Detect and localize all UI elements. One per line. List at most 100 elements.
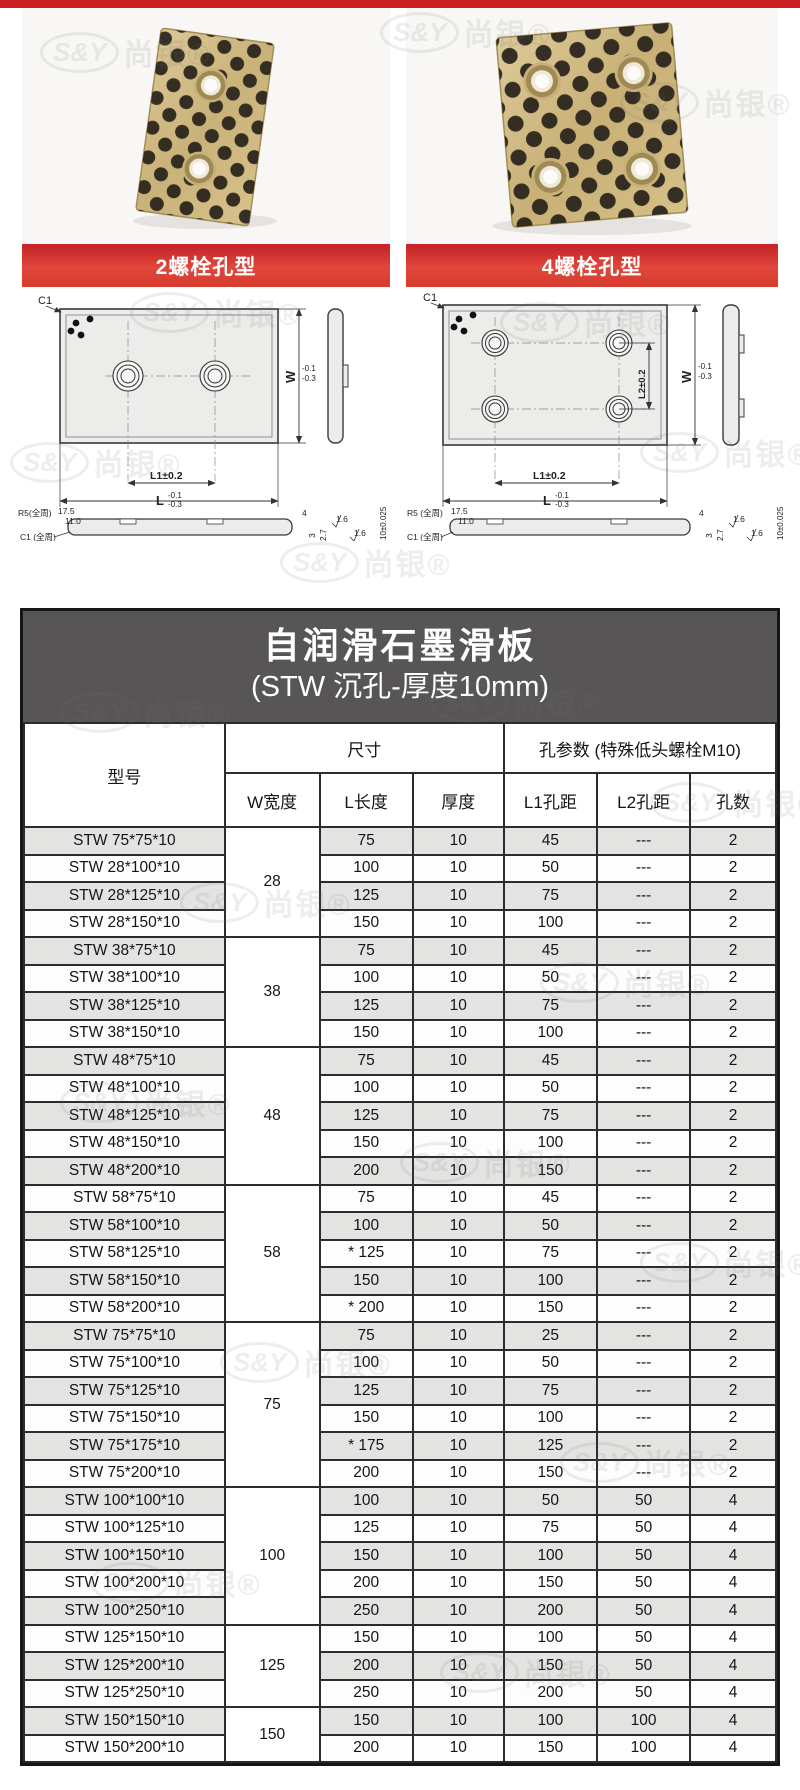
l-cell: 250 xyxy=(318,1678,414,1708)
w-cell: 100 xyxy=(223,1486,321,1626)
c1-full-label: C1 (全周) xyxy=(407,532,443,541)
t-cell: 10 xyxy=(411,1293,505,1323)
model-cell: STW 48*125*10 xyxy=(23,1101,226,1131)
model-cell: STW 38*125*10 xyxy=(23,991,226,1021)
w-dim-label: W xyxy=(283,370,298,383)
l1-cell: 100 xyxy=(502,1541,599,1571)
model-cell: STW 38*75*10 xyxy=(23,936,226,966)
spec-table: 型号 尺寸 孔参数 (特殊低头螺栓M10) W宽度 L长度 厚度 L1孔距 L2… xyxy=(23,722,778,1763)
l1-cell: 45 xyxy=(502,826,599,856)
l1-cell: 50 xyxy=(502,963,599,993)
l1-cell: 150 xyxy=(502,1651,599,1681)
l1-cell: 75 xyxy=(502,1238,599,1268)
table-row: STW 75*175*10 * 175 10 125 --- 2 xyxy=(23,1431,777,1461)
model-cell: STW 48*100*10 xyxy=(23,1073,226,1103)
model-cell: STW 28*150*10 xyxy=(23,908,226,938)
model-cell: STW 100*250*10 xyxy=(23,1596,226,1626)
dim-3: 3 xyxy=(307,533,317,538)
product-photo-section: 2螺栓孔型 xyxy=(0,8,800,287)
l2-cell: 50 xyxy=(595,1541,692,1571)
model-cell: STW 38*100*10 xyxy=(23,963,226,993)
w-tol-bottom: -0.3 xyxy=(698,372,712,381)
l2-cell: --- xyxy=(595,1348,692,1378)
t-cell: 10 xyxy=(411,1431,505,1461)
counterbore-hole xyxy=(199,360,231,392)
roughness-1-6: 1.6 xyxy=(751,528,763,538)
l-cell: 150 xyxy=(318,1266,414,1296)
table-row: STW 100*250*10 250 10 200 50 4 xyxy=(23,1596,777,1626)
spec-subtitle: (STW 沉孔-厚度10mm) xyxy=(250,671,550,703)
l-cell: 100 xyxy=(318,853,414,883)
counterbore-hole xyxy=(481,395,509,423)
t-cell: 10 xyxy=(411,1018,505,1048)
l-cell: 125 xyxy=(318,1513,414,1543)
r5-label: R5(全周) xyxy=(18,508,52,518)
t-cell: 10 xyxy=(411,1486,505,1516)
l-cell: 150 xyxy=(318,1541,414,1571)
n-cell: 2 xyxy=(689,1266,777,1296)
table-row: STW 48*200*10 200 10 150 --- 2 xyxy=(23,1156,777,1186)
table-row: STW 38*125*10 125 10 75 --- 2 xyxy=(23,991,777,1021)
l2-cell: --- xyxy=(595,826,692,856)
l2-cell: 50 xyxy=(595,1486,692,1516)
n-cell: 2 xyxy=(689,826,777,856)
c1-full-label: C1 (全周) xyxy=(20,532,56,541)
header-length: L长度 xyxy=(318,772,414,828)
l-cell: 150 xyxy=(318,1623,414,1653)
bolt-hole xyxy=(182,151,217,186)
c1-label: C1 xyxy=(38,295,52,307)
l2-cell: 50 xyxy=(595,1623,692,1653)
table-row: STW 75*150*10 150 10 100 --- 2 xyxy=(23,1403,777,1433)
n-cell: 2 xyxy=(689,936,777,966)
model-cell: STW 75*75*10 xyxy=(23,1321,226,1351)
t-cell: 10 xyxy=(411,1651,505,1681)
dim-11-0: 11.0 xyxy=(65,516,81,526)
l1-cell: 50 xyxy=(502,853,599,883)
l-tol-top: -0.1 xyxy=(168,491,182,500)
l-cell: 200 xyxy=(318,1733,414,1763)
l1-cell: 100 xyxy=(502,1266,599,1296)
l-dim-label: L xyxy=(543,493,551,508)
model-cell: STW 28*125*10 xyxy=(23,881,226,911)
l-cell: 125 xyxy=(318,1101,414,1131)
w-tol-top: -0.1 xyxy=(302,364,316,373)
l1-cell: 150 xyxy=(502,1568,599,1598)
bolt-hole xyxy=(193,68,228,103)
l-cell: 100 xyxy=(318,1486,414,1516)
l2-cell: --- xyxy=(595,963,692,993)
spec-table-title-bar: 自润滑石墨滑板 (STW 沉孔-厚度10mm) xyxy=(23,611,777,722)
l2-cell: 50 xyxy=(595,1651,692,1681)
header-model: 型号 xyxy=(23,722,226,828)
product-label-2bolt: 2螺栓孔型 xyxy=(22,244,390,287)
n-cell: 2 xyxy=(689,1183,777,1213)
l2-cell: --- xyxy=(595,1376,692,1406)
t-cell: 10 xyxy=(411,1678,505,1708)
r5-label: R5 (全周) xyxy=(407,508,443,518)
plate-section-view xyxy=(67,518,293,536)
header-l1-pitch: L1孔距 xyxy=(502,772,599,828)
header-hole-group: 孔参数 (特殊低头螺栓M10) xyxy=(502,722,778,774)
model-cell: STW 58*125*10 xyxy=(23,1238,226,1268)
table-row: STW 75*200*10 200 10 150 --- 2 xyxy=(23,1458,777,1488)
table-row: STW 58*75*10 58 75 10 45 --- 2 xyxy=(23,1183,777,1323)
t-cell: 10 xyxy=(411,991,505,1021)
l1-cell: 100 xyxy=(502,1403,599,1433)
l2-cell: --- xyxy=(595,1211,692,1241)
l1-cell: 50 xyxy=(502,1348,599,1378)
l-cell: 75 xyxy=(318,936,414,966)
n-cell: 2 xyxy=(689,1128,777,1158)
l-tol-bottom: -0.3 xyxy=(168,500,182,509)
dim-17-5: 17.5 xyxy=(451,506,468,516)
n-cell: 4 xyxy=(689,1623,777,1653)
w-dim-label: W xyxy=(679,370,694,383)
l2-cell: --- xyxy=(595,853,692,883)
n-cell: 4 xyxy=(689,1733,777,1763)
table-row: STW 48*150*10 150 10 100 --- 2 xyxy=(23,1128,777,1158)
t-cell: 10 xyxy=(411,1403,505,1433)
w-cell: 125 xyxy=(223,1623,321,1708)
l-cell: 200 xyxy=(318,1568,414,1598)
l1-cell: 150 xyxy=(502,1156,599,1186)
l2-cell: --- xyxy=(595,1266,692,1296)
l1-cell: 25 xyxy=(502,1321,599,1351)
l1-cell: 50 xyxy=(502,1073,599,1103)
